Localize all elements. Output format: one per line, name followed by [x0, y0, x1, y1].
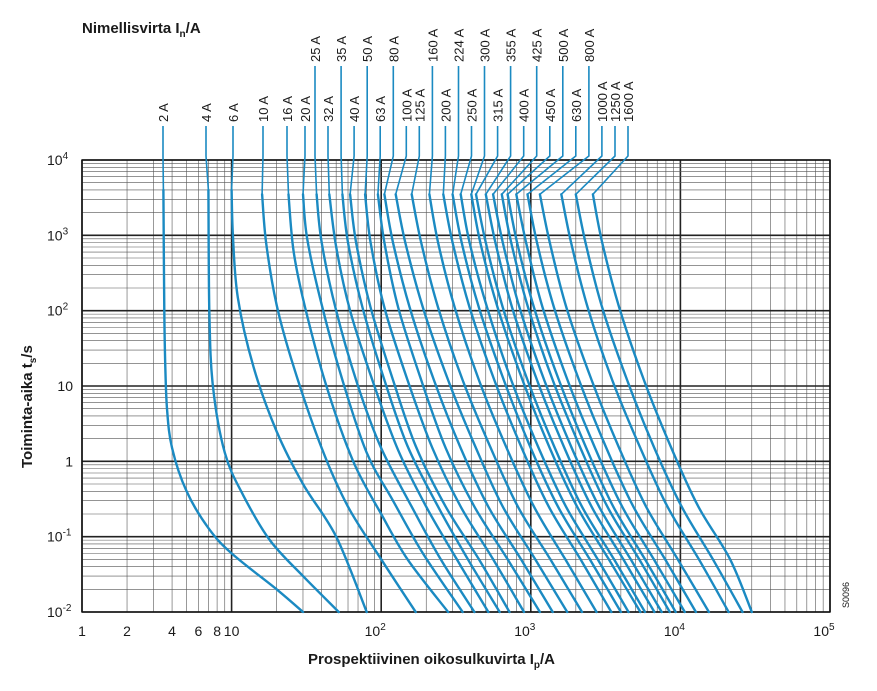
rating-label: 2 A: [156, 103, 171, 122]
tick-exponent: -2: [63, 603, 72, 614]
x-axis-label-unit: /A: [540, 651, 555, 668]
tick-base: 10: [47, 529, 63, 545]
rating-label: 355 A: [504, 28, 519, 62]
rating-leader: [232, 126, 233, 190]
curve-125a: [412, 194, 582, 612]
curve-20a: [303, 194, 463, 612]
rating-label: 4 A: [199, 103, 214, 122]
rating-label: 35 A: [334, 36, 349, 62]
rating-label: 80 A: [386, 36, 401, 62]
tick-base: 10: [365, 623, 381, 639]
rating-label: 250 A: [465, 88, 480, 122]
x-tick-label: 102: [365, 622, 387, 639]
curve-6a: [232, 190, 367, 612]
tick-exponent: 4: [63, 151, 69, 162]
rating-label: 224 A: [452, 28, 467, 62]
x-axis-label: Prospektiivinen oikosulkuvirta Ip/A: [308, 651, 555, 671]
tick-exponent: -1: [63, 528, 72, 539]
tick-base: 10: [47, 303, 63, 319]
chart-title: Nimellisvirta In/A: [82, 20, 201, 40]
rating-label: 32 A: [321, 96, 336, 122]
rating-label: 450 A: [543, 88, 558, 122]
tick-base: 10: [47, 227, 63, 243]
rating-label: 125 A: [412, 88, 427, 122]
rating-leader: [341, 66, 342, 194]
x-tick-label: 4: [168, 623, 176, 639]
tick-exponent: 4: [679, 622, 685, 633]
rating-label: 315 A: [491, 88, 506, 122]
rating-label: 50 A: [360, 36, 375, 62]
rating-leader: [429, 66, 432, 194]
y-tick-label: 104: [47, 151, 69, 168]
curves: [163, 190, 751, 612]
rating-leader: [262, 126, 263, 194]
rating-label: 63 A: [373, 96, 388, 122]
tick-base: 10: [664, 623, 680, 639]
rating-label: 25 A: [308, 36, 323, 62]
rating-label: 16 A: [280, 96, 295, 122]
rating-leader: [384, 66, 393, 194]
x-axis-label-main: Prospektiivinen oikosulkuvirta I: [308, 651, 534, 668]
x-tick-label: 2: [123, 623, 131, 639]
tick-exponent: 3: [63, 226, 69, 237]
y-axis-label: Toiminta-aika ts/s: [19, 345, 39, 468]
rating-label: 630 A: [569, 88, 584, 122]
rating-label: 300 A: [478, 28, 493, 62]
y-axis-label-main: Toiminta-aika t: [19, 363, 36, 468]
y-tick-label: 102: [47, 302, 69, 319]
tick-exponent: 5: [829, 622, 835, 633]
y-tick-label: 10-2: [47, 603, 72, 620]
grid: [82, 160, 830, 612]
rating-label: 400 A: [517, 88, 532, 122]
rating-leader: [315, 66, 317, 194]
tick-base: 10: [813, 623, 829, 639]
x-tick-label: 8: [213, 623, 221, 639]
y-tick-label: 1: [65, 453, 73, 469]
title-unit: /A: [186, 20, 201, 37]
tick-exponent: 2: [380, 622, 386, 633]
y-axis-label-unit: /s: [19, 345, 36, 358]
title-main: Nimellisvirta I: [82, 20, 180, 37]
curve-300a: [471, 194, 640, 612]
rating-label: 160 A: [425, 28, 440, 62]
rating-label: 200 A: [438, 88, 453, 122]
rating-label: 800 A: [582, 28, 597, 62]
rating-leader: [365, 66, 367, 194]
y-tick-label: 10-1: [47, 528, 72, 545]
x-tick-label: 104: [664, 622, 686, 639]
x-tick-label: 1: [78, 623, 86, 639]
y-tick-label: 103: [47, 226, 69, 243]
rating-leaders: [163, 66, 628, 194]
curve-355a: [486, 194, 655, 612]
rating-leader: [453, 66, 459, 194]
rating-leader: [471, 66, 484, 194]
x-tick-label: 103: [514, 622, 536, 639]
tick-base: 10: [514, 623, 530, 639]
rating-label: 425 A: [530, 28, 545, 62]
rating-label: 40 A: [347, 96, 362, 122]
x-tick-label: 105: [813, 622, 835, 639]
figure-code: S0096: [841, 582, 851, 608]
rating-label: 500 A: [556, 28, 571, 62]
tick-exponent: 3: [530, 622, 536, 633]
rating-label: 20 A: [298, 96, 313, 122]
rating-label: 6 A: [226, 103, 241, 122]
curve-425a: [502, 194, 670, 612]
tick-base: 10: [47, 152, 63, 168]
tick-base: 10: [47, 604, 63, 620]
x-tick-label: 6: [195, 623, 203, 639]
rating-leader: [206, 126, 208, 190]
rating-label: 1600 A: [621, 81, 636, 122]
x-tick-label: 10: [224, 623, 240, 639]
tick-exponent: 2: [63, 302, 69, 313]
rating-label: 10 A: [256, 96, 271, 122]
y-tick-label: 10: [57, 378, 73, 394]
curve-200a: [443, 194, 611, 612]
curve-1000a: [561, 194, 728, 612]
